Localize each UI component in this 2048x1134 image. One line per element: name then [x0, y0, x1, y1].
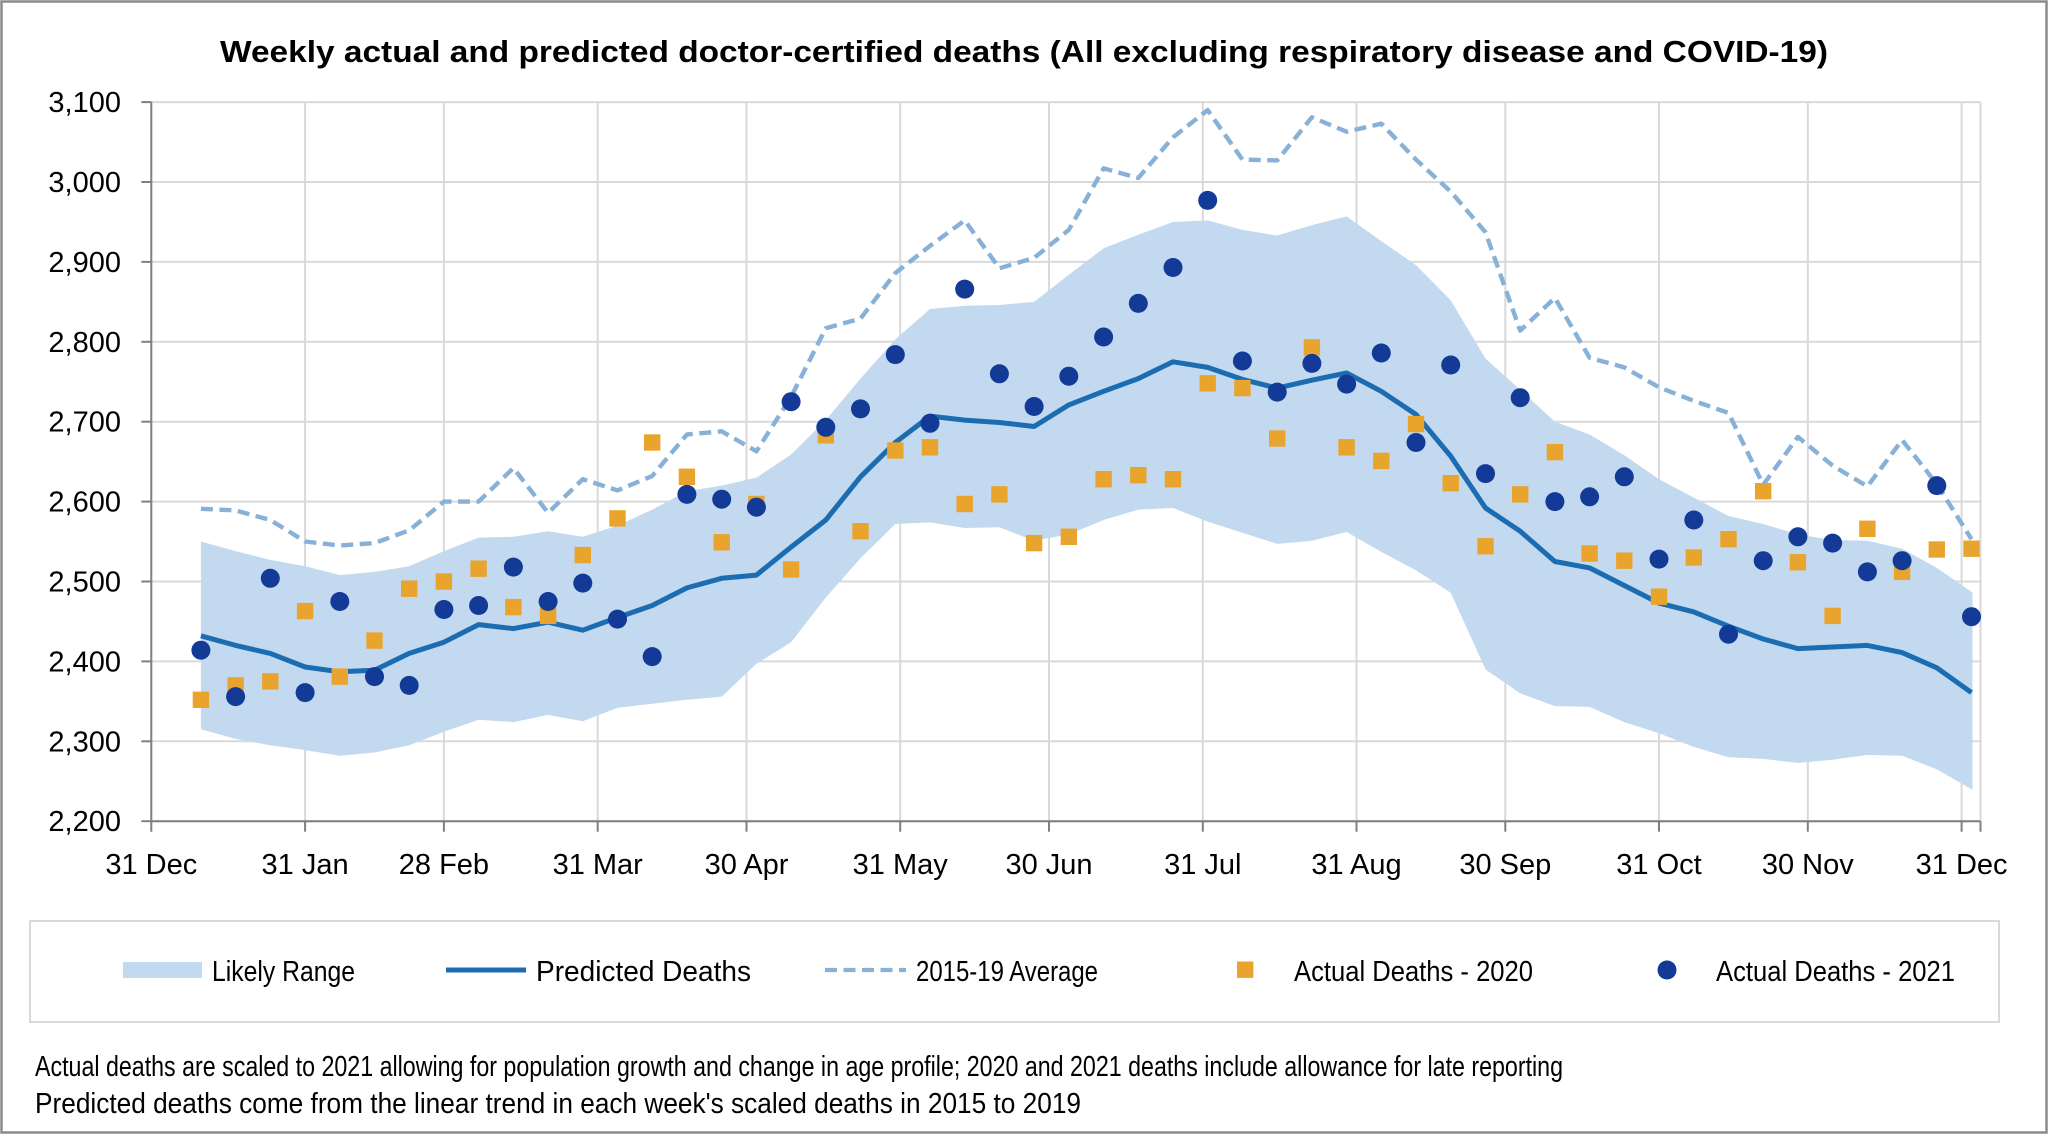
svg-text:Likely Range: Likely Range	[212, 956, 355, 988]
svg-text:2,600: 2,600	[48, 487, 121, 519]
svg-text:2,300: 2,300	[48, 726, 121, 758]
svg-text:2,400: 2,400	[48, 646, 121, 678]
svg-text:30 Apr: 30 Apr	[705, 849, 789, 881]
svg-text:Predicted Deaths: Predicted Deaths	[536, 956, 751, 988]
svg-text:2,700: 2,700	[48, 407, 121, 439]
svg-text:Predicted deaths come from the: Predicted deaths come from the linear tr…	[35, 1088, 1081, 1120]
svg-text:3,000: 3,000	[48, 167, 121, 199]
svg-text:3,100: 3,100	[48, 87, 121, 119]
svg-text:Actual deaths are scaled to 20: Actual deaths are scaled to 2021 allowin…	[35, 1051, 1563, 1083]
svg-text:2,200: 2,200	[48, 806, 121, 838]
svg-text:Actual Deaths - 2021: Actual Deaths - 2021	[1716, 956, 1955, 988]
svg-text:31 Oct: 31 Oct	[1616, 849, 1701, 881]
svg-text:31 Jul: 31 Jul	[1164, 849, 1241, 881]
svg-text:30 Jun: 30 Jun	[1005, 849, 1092, 881]
svg-text:31 Jan: 31 Jan	[262, 849, 349, 881]
svg-text:2,800: 2,800	[48, 327, 121, 359]
svg-text:28 Feb: 28 Feb	[399, 849, 489, 881]
svg-text:30 Nov: 30 Nov	[1762, 849, 1854, 881]
svg-text:31 May: 31 May	[853, 849, 949, 881]
svg-text:Weekly actual and predicted do: Weekly actual and predicted doctor-certi…	[220, 34, 1828, 69]
svg-text:31 Dec: 31 Dec	[105, 849, 197, 881]
svg-text:31 Dec: 31 Dec	[1916, 849, 2008, 881]
svg-text:Actual Deaths - 2020: Actual Deaths - 2020	[1294, 956, 1533, 988]
svg-text:2,500: 2,500	[48, 567, 121, 599]
svg-text:2015-19 Average: 2015-19 Average	[916, 956, 1098, 988]
svg-text:31 Mar: 31 Mar	[553, 849, 644, 881]
svg-text:30 Sep: 30 Sep	[1459, 849, 1551, 881]
svg-text:2,900: 2,900	[48, 247, 121, 279]
svg-text:31 Aug: 31 Aug	[1311, 849, 1401, 881]
